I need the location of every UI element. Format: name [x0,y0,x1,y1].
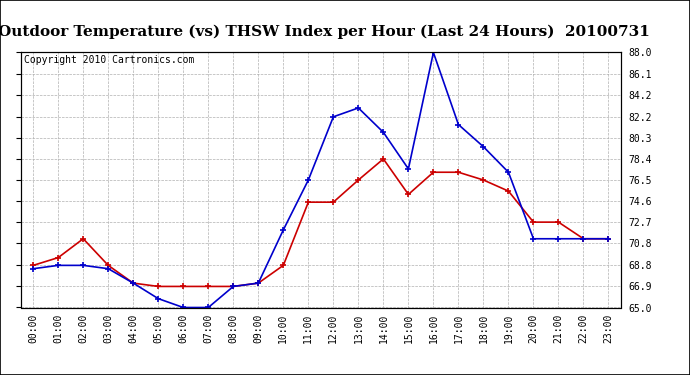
Text: Outdoor Temperature (vs) THSW Index per Hour (Last 24 Hours)  20100731: Outdoor Temperature (vs) THSW Index per … [0,24,650,39]
Text: Copyright 2010 Cartronics.com: Copyright 2010 Cartronics.com [23,55,194,65]
